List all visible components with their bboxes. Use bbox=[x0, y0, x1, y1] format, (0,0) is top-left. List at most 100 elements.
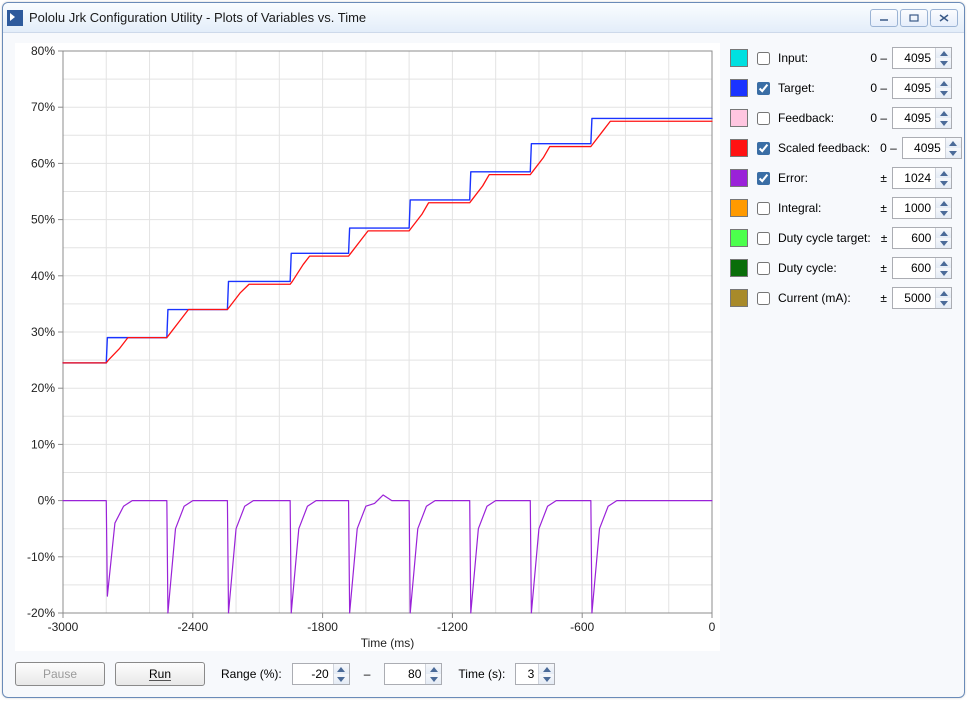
legend-value-stepper-scaledfb[interactable] bbox=[902, 137, 962, 159]
titlebar[interactable]: Pololu Jrk Configuration Utility - Plots… bbox=[3, 3, 964, 33]
maximize-button[interactable] bbox=[900, 9, 928, 27]
legend-checkbox-dctarget[interactable] bbox=[757, 232, 770, 245]
up-arrow-icon[interactable] bbox=[539, 664, 554, 674]
legend-value-stepper-dutycycle[interactable] bbox=[892, 257, 952, 279]
time-stepper[interactable] bbox=[515, 663, 555, 685]
legend-checkbox-feedback[interactable] bbox=[757, 112, 770, 125]
legend-swatch-feedback[interactable] bbox=[730, 109, 748, 127]
legend-checkbox-integral[interactable] bbox=[757, 202, 770, 215]
legend-swatch-current[interactable] bbox=[730, 289, 748, 307]
range-hi-input[interactable] bbox=[385, 664, 425, 684]
svg-text:Time (ms): Time (ms) bbox=[361, 636, 415, 650]
left-column: -20%-10%0%10%20%30%40%50%60%70%80%-3000-… bbox=[15, 43, 720, 687]
legend-range-prefix-dctarget: ± bbox=[881, 231, 888, 245]
window-buttons bbox=[870, 9, 958, 27]
legend-row-scaledfb: Scaled feedback:0 – bbox=[730, 135, 952, 161]
legend-value-input-scaledfb[interactable] bbox=[903, 138, 945, 158]
up-arrow-icon[interactable] bbox=[334, 664, 349, 674]
up-arrow-icon[interactable] bbox=[936, 48, 951, 58]
down-arrow-icon[interactable] bbox=[936, 118, 951, 128]
up-arrow-icon[interactable] bbox=[936, 168, 951, 178]
legend-value-input-target[interactable] bbox=[893, 78, 935, 98]
down-arrow-icon[interactable] bbox=[936, 58, 951, 68]
legend-value-input-current[interactable] bbox=[893, 288, 935, 308]
svg-text:0%: 0% bbox=[38, 494, 56, 508]
svg-text:-10%: -10% bbox=[27, 550, 55, 564]
up-arrow-icon[interactable] bbox=[936, 108, 951, 118]
legend-row-error: Error:± bbox=[730, 165, 952, 191]
up-arrow-icon[interactable] bbox=[936, 228, 951, 238]
svg-text:60%: 60% bbox=[31, 156, 55, 170]
range-lo-input[interactable] bbox=[293, 664, 333, 684]
svg-text:10%: 10% bbox=[31, 437, 55, 451]
legend-swatch-error[interactable] bbox=[730, 169, 748, 187]
down-arrow-icon[interactable] bbox=[936, 88, 951, 98]
up-arrow-icon[interactable] bbox=[946, 138, 961, 148]
legend-label-feedback: Feedback: bbox=[778, 111, 834, 125]
run-button[interactable]: Run bbox=[115, 662, 205, 686]
down-arrow-icon[interactable] bbox=[936, 268, 951, 278]
legend-row-dutycycle: Duty cycle:± bbox=[730, 255, 952, 281]
legend-swatch-integral[interactable] bbox=[730, 199, 748, 217]
range-hi-stepper[interactable] bbox=[384, 663, 442, 685]
legend-checkbox-target[interactable] bbox=[757, 82, 770, 95]
legend-value-stepper-integral[interactable] bbox=[892, 197, 952, 219]
down-arrow-icon[interactable] bbox=[936, 208, 951, 218]
svg-text:-3000: -3000 bbox=[48, 620, 79, 634]
time-input[interactable] bbox=[516, 664, 538, 684]
legend-checkbox-scaledfb[interactable] bbox=[757, 142, 770, 155]
up-arrow-icon[interactable] bbox=[936, 78, 951, 88]
legend-row-input: Input:0 – bbox=[730, 45, 952, 71]
up-arrow-icon[interactable] bbox=[936, 288, 951, 298]
down-arrow-icon[interactable] bbox=[936, 178, 951, 188]
legend-checkbox-error[interactable] bbox=[757, 172, 770, 185]
svg-text:-1200: -1200 bbox=[437, 620, 468, 634]
down-arrow-icon[interactable] bbox=[946, 148, 961, 158]
legend-value-input-integral[interactable] bbox=[893, 198, 935, 218]
legend-swatch-scaledfb[interactable] bbox=[730, 139, 748, 157]
down-arrow-icon[interactable] bbox=[334, 674, 349, 684]
legend-value-stepper-error[interactable] bbox=[892, 167, 952, 189]
down-arrow-icon[interactable] bbox=[936, 298, 951, 308]
down-arrow-icon[interactable] bbox=[936, 238, 951, 248]
legend-value-stepper-dctarget[interactable] bbox=[892, 227, 952, 249]
legend-value-input-dutycycle[interactable] bbox=[893, 258, 935, 278]
minimize-button[interactable] bbox=[870, 9, 898, 27]
svg-text:50%: 50% bbox=[31, 213, 55, 227]
legend-row-feedback: Feedback:0 – bbox=[730, 105, 952, 131]
legend-value-input-input[interactable] bbox=[893, 48, 935, 68]
legend-checkbox-input[interactable] bbox=[757, 52, 770, 65]
down-arrow-icon[interactable] bbox=[426, 674, 441, 684]
legend-label-target: Target: bbox=[778, 81, 815, 95]
legend-value-input-dctarget[interactable] bbox=[893, 228, 935, 248]
up-arrow-icon[interactable] bbox=[936, 198, 951, 208]
up-arrow-icon[interactable] bbox=[936, 258, 951, 268]
range-lo-stepper[interactable] bbox=[292, 663, 350, 685]
legend-value-input-error[interactable] bbox=[893, 168, 935, 188]
legend-swatch-input[interactable] bbox=[730, 49, 748, 67]
client-area: -20%-10%0%10%20%30%40%50%60%70%80%-3000-… bbox=[3, 33, 964, 697]
legend-label-input: Input: bbox=[778, 51, 808, 65]
legend-checkbox-dutycycle[interactable] bbox=[757, 262, 770, 275]
legend-value-input-feedback[interactable] bbox=[893, 108, 935, 128]
legend-checkbox-current[interactable] bbox=[757, 292, 770, 305]
legend-row-dctarget: Duty cycle target:± bbox=[730, 225, 952, 251]
legend-swatch-dutycycle[interactable] bbox=[730, 259, 748, 277]
legend-swatch-dctarget[interactable] bbox=[730, 229, 748, 247]
legend-value-stepper-feedback[interactable] bbox=[892, 107, 952, 129]
close-button[interactable] bbox=[930, 9, 958, 27]
up-arrow-icon[interactable] bbox=[426, 664, 441, 674]
time-label: Time (s): bbox=[458, 667, 505, 681]
legend-row-integral: Integral:± bbox=[730, 195, 952, 221]
legend-value-stepper-current[interactable] bbox=[892, 287, 952, 309]
svg-text:-600: -600 bbox=[570, 620, 594, 634]
legend-value-stepper-input[interactable] bbox=[892, 47, 952, 69]
legend-value-stepper-target[interactable] bbox=[892, 77, 952, 99]
legend-label-current: Current (mA): bbox=[778, 291, 851, 305]
down-arrow-icon[interactable] bbox=[539, 674, 554, 684]
pause-button[interactable]: Pause bbox=[15, 662, 105, 686]
svg-text:-2400: -2400 bbox=[177, 620, 208, 634]
legend-swatch-target[interactable] bbox=[730, 79, 748, 97]
svg-text:20%: 20% bbox=[31, 381, 55, 395]
window-title: Pololu Jrk Configuration Utility - Plots… bbox=[29, 10, 870, 25]
